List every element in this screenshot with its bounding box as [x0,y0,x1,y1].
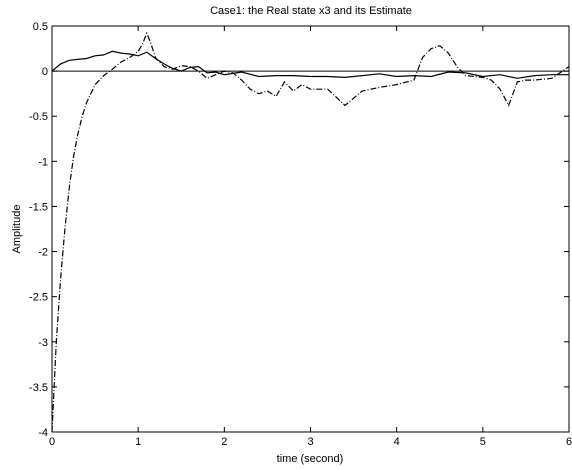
y-tick-label: 0.5 [33,21,48,33]
y-tick-label: -0.5 [29,111,48,123]
y-tick-label: -4 [38,427,48,439]
x-tick-label: 4 [394,436,400,448]
x-tick-label: 1 [135,436,141,448]
y-tick-label: -1 [38,156,48,168]
y-axis-label: Amplitude [11,205,23,254]
y-tick-label: -3.5 [29,382,48,394]
x-tick-label: 6 [566,436,572,448]
y-tick-label: -2 [38,247,48,259]
plot-area [51,25,570,433]
series-group [51,31,570,433]
x-axis-ticks: 0 1 2 3 4 5 6 [49,26,572,448]
y-axis-ticks: 0.5 0 -0.5 -1 -1.5 -2 -2.5 -3 -3.5 -4 [29,21,569,439]
y-tick-label: 0 [42,66,48,78]
y-tick-label: -1.5 [29,201,48,213]
y-tick-label: -3 [38,337,48,349]
x-tick-label: 5 [480,436,486,448]
x-tick-label: 2 [221,436,227,448]
chart-title: Case1: the Real state x3 and its Estimat… [210,5,412,17]
x-tick-label: 3 [307,436,313,448]
y-tick-label: -2.5 [29,292,48,304]
x-tick-label: 0 [49,436,55,448]
x-axis-label: time (second) [277,453,344,465]
series-line-dashed [51,31,570,433]
series-line-solid [51,50,569,79]
